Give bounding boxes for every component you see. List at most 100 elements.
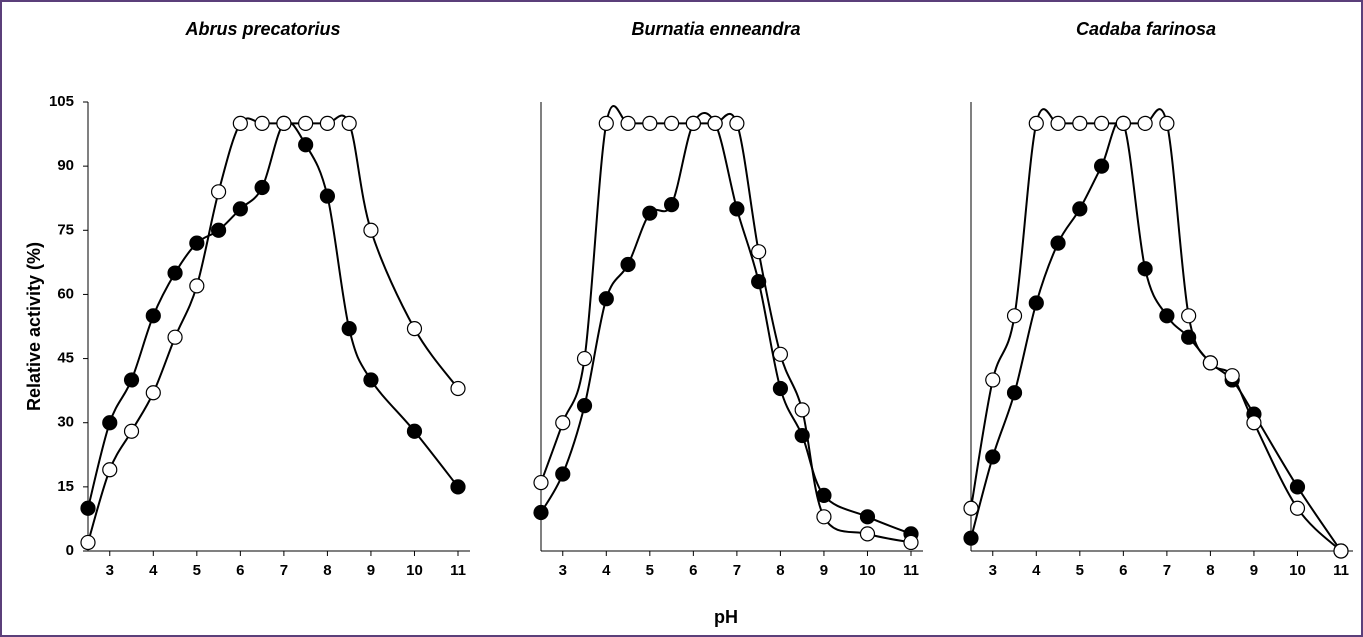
marker bbox=[189, 235, 205, 251]
marker bbox=[145, 308, 161, 324]
y-tick-label: 45 bbox=[57, 350, 74, 367]
marker bbox=[533, 504, 549, 521]
marker bbox=[772, 380, 789, 397]
x-tick-label: 11 bbox=[1333, 562, 1349, 579]
marker bbox=[123, 372, 140, 388]
panel-title: Cadaba farinosa bbox=[1076, 19, 1216, 39]
marker bbox=[576, 398, 593, 414]
x-tick-label: 3 bbox=[106, 562, 114, 579]
x-tick-label: 5 bbox=[1076, 562, 1084, 579]
marker bbox=[102, 462, 118, 478]
y-tick-label: 90 bbox=[57, 157, 74, 174]
y-tick-label: 15 bbox=[57, 478, 74, 495]
marker bbox=[533, 474, 549, 491]
x-tick-label: 8 bbox=[323, 562, 331, 579]
y-tick-label: 30 bbox=[57, 414, 74, 431]
marker bbox=[406, 423, 423, 439]
x-tick-label: 10 bbox=[859, 562, 876, 579]
x-tick-label: 3 bbox=[989, 562, 997, 579]
marker bbox=[620, 256, 636, 273]
x-tick-label: 11 bbox=[450, 562, 466, 579]
marker bbox=[210, 222, 227, 238]
x-tick-label: 6 bbox=[689, 562, 697, 579]
marker bbox=[1159, 115, 1175, 131]
marker bbox=[319, 115, 336, 131]
marker bbox=[232, 201, 248, 217]
marker bbox=[620, 115, 636, 131]
marker bbox=[598, 115, 614, 131]
marker bbox=[319, 188, 336, 204]
marker bbox=[685, 115, 701, 131]
series-line bbox=[87, 120, 459, 509]
marker bbox=[123, 423, 140, 439]
marker bbox=[1181, 329, 1197, 345]
x-tick-label: 10 bbox=[1289, 562, 1306, 579]
series-line bbox=[87, 114, 459, 543]
x-tick-label: 5 bbox=[193, 562, 201, 579]
x-tick-label: 3 bbox=[559, 562, 567, 579]
marker bbox=[598, 291, 614, 307]
marker bbox=[794, 402, 810, 418]
y-tick-label: 105 bbox=[49, 93, 74, 110]
marker bbox=[729, 115, 745, 131]
x-tick-label: 5 bbox=[646, 562, 654, 579]
marker bbox=[663, 197, 680, 213]
marker bbox=[1072, 201, 1088, 217]
x-tick-label: 4 bbox=[149, 562, 158, 579]
marker bbox=[1137, 261, 1153, 277]
marker bbox=[1159, 308, 1175, 324]
marker bbox=[80, 534, 96, 551]
marker bbox=[1333, 543, 1349, 559]
x-tick-label: 7 bbox=[1163, 562, 1171, 579]
marker bbox=[341, 115, 357, 131]
marker bbox=[859, 509, 876, 525]
marker bbox=[298, 115, 314, 131]
marker bbox=[363, 222, 379, 238]
y-tick-label: 60 bbox=[57, 285, 74, 302]
series-line bbox=[540, 111, 912, 535]
y-tick-label: 75 bbox=[57, 221, 74, 238]
x-axis-label: pH bbox=[714, 607, 738, 627]
marker bbox=[1028, 295, 1044, 311]
marker bbox=[859, 526, 876, 542]
marker bbox=[729, 201, 745, 217]
marker bbox=[642, 205, 658, 221]
marker bbox=[254, 179, 270, 196]
marker bbox=[450, 479, 466, 495]
marker bbox=[167, 329, 183, 345]
marker bbox=[963, 500, 979, 516]
x-tick-label: 8 bbox=[776, 562, 784, 579]
marker bbox=[751, 244, 767, 260]
marker bbox=[1093, 115, 1110, 131]
panel-title: Burnatia enneandra bbox=[631, 19, 800, 39]
marker bbox=[1202, 355, 1219, 371]
marker bbox=[450, 380, 466, 397]
x-tick-label: 9 bbox=[820, 562, 828, 579]
x-tick-label: 11 bbox=[903, 562, 919, 579]
marker bbox=[167, 265, 183, 281]
marker bbox=[985, 449, 1001, 465]
marker bbox=[751, 274, 767, 290]
series-line bbox=[540, 105, 912, 544]
marker bbox=[1050, 235, 1066, 251]
marker bbox=[794, 427, 810, 444]
marker bbox=[145, 385, 161, 401]
x-tick-label: 10 bbox=[406, 562, 423, 579]
marker bbox=[1072, 115, 1088, 131]
marker bbox=[772, 346, 789, 362]
marker bbox=[663, 115, 680, 131]
marker bbox=[1050, 115, 1066, 131]
x-tick-label: 9 bbox=[1250, 562, 1258, 579]
marker bbox=[963, 530, 979, 546]
marker bbox=[1028, 115, 1044, 131]
marker bbox=[555, 466, 571, 482]
x-tick-label: 9 bbox=[367, 562, 375, 579]
marker bbox=[1224, 368, 1240, 384]
marker bbox=[816, 487, 832, 504]
panel-title: Abrus precatorius bbox=[184, 19, 340, 39]
marker bbox=[903, 534, 919, 551]
x-tick-label: 7 bbox=[733, 562, 741, 579]
